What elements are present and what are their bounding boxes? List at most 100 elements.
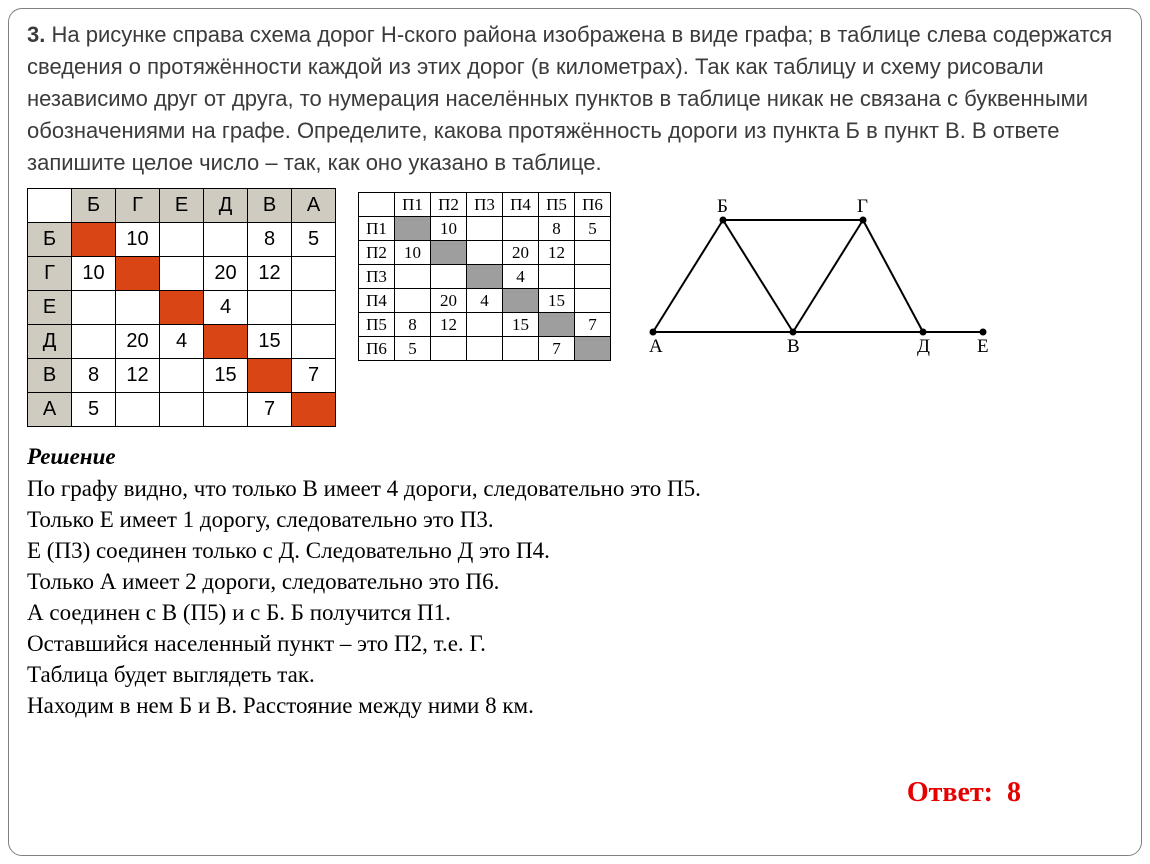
- solution-line: Таблица будет выглядеть так.: [27, 659, 1123, 690]
- table1-cell: [72, 223, 116, 257]
- graph-node-label: Б: [717, 196, 728, 217]
- problem-number: 3.: [27, 22, 45, 47]
- table2-corner: [359, 193, 395, 217]
- graph-svg: АБВГДЕ: [633, 192, 1003, 362]
- table2-cell: [467, 241, 503, 265]
- graph-node: [650, 329, 657, 336]
- table2-cell: 20: [431, 289, 467, 313]
- table2-cell: 8: [539, 217, 575, 241]
- table1-cell: [292, 325, 336, 359]
- table2-cell: 8: [395, 313, 431, 337]
- table2-col-header: П1: [395, 193, 431, 217]
- table1-corner: [28, 189, 72, 223]
- table1-row-header: Д: [28, 325, 72, 359]
- graph-node: [720, 217, 727, 224]
- table1-cell: 10: [116, 223, 160, 257]
- solution-line: А соединен с В (П5) и с Б. Б получится П…: [27, 597, 1123, 628]
- answer-label: Ответ: 8: [907, 777, 1021, 809]
- graph-node: [790, 329, 797, 336]
- table2-cell: [467, 217, 503, 241]
- answer-value: 8: [1007, 777, 1021, 808]
- table1-cell: [292, 291, 336, 325]
- table1-col-header: Г: [116, 189, 160, 223]
- table1-cell: 4: [204, 291, 248, 325]
- distance-table-letters: БГЕДВАБ1085Г102012Е4Д20415В812157А57: [27, 188, 336, 427]
- table2-cell: 4: [503, 265, 539, 289]
- table1-cell: 5: [72, 393, 116, 427]
- table1-col-header: Е: [160, 189, 204, 223]
- graph-node: [980, 329, 987, 336]
- problem-body: На рисунке справа схема дорог Н-ского ра…: [27, 22, 1112, 175]
- table2-cell: [503, 289, 539, 313]
- table1-cell: [72, 291, 116, 325]
- table2-row-header: П4: [359, 289, 395, 313]
- table1-row-header: Г: [28, 257, 72, 291]
- table2-cell: 10: [395, 241, 431, 265]
- solution-title: Решение: [27, 441, 1123, 472]
- table1-cell: 15: [248, 325, 292, 359]
- table1-cell: 20: [204, 257, 248, 291]
- table1-cell: [116, 257, 160, 291]
- graph-edge: [653, 220, 723, 332]
- graph-node-label: Г: [857, 196, 868, 217]
- table2-cell: [503, 337, 539, 361]
- table2-row-header: П5: [359, 313, 395, 337]
- figures-row: БГЕДВАБ1085Г102012Е4Д20415В812157А57 П1П…: [27, 188, 1123, 427]
- table2-cell: [503, 217, 539, 241]
- table1-col-header: Б: [72, 189, 116, 223]
- answer-word: Ответ:: [907, 777, 993, 808]
- table2-cell: [575, 337, 611, 361]
- table2-cell: [575, 241, 611, 265]
- solution-line: Е (П3) соединен только с Д. Следовательн…: [27, 535, 1123, 566]
- table1-cell: [160, 359, 204, 393]
- table1-cell: [248, 291, 292, 325]
- table2-cell: [539, 313, 575, 337]
- table1-row-header: Е: [28, 291, 72, 325]
- table1-cell: [292, 257, 336, 291]
- table2-cell: 4: [467, 289, 503, 313]
- table1-cell: 20: [116, 325, 160, 359]
- table2-col-header: П4: [503, 193, 539, 217]
- table1-cell: [160, 393, 204, 427]
- table2-row-header: П1: [359, 217, 395, 241]
- solution-line: По графу видно, что только В имеет 4 дор…: [27, 473, 1123, 504]
- table1-col-header: В: [248, 189, 292, 223]
- table2-cell: 5: [395, 337, 431, 361]
- table2-cell: [431, 337, 467, 361]
- table2-col-header: П3: [467, 193, 503, 217]
- graph-container: АБВГДЕ: [633, 192, 1003, 362]
- graph-edge: [723, 220, 793, 332]
- problem-statement: 3. На рисунке справа схема дорог Н-ского…: [27, 19, 1123, 178]
- table2-col-header: П5: [539, 193, 575, 217]
- table2-cell: 5: [575, 217, 611, 241]
- table2-col-header: П6: [575, 193, 611, 217]
- table2-cell: [395, 265, 431, 289]
- graph-node-label: В: [787, 336, 800, 357]
- graph-node-label: Е: [977, 336, 989, 357]
- table1-cell: 5: [292, 223, 336, 257]
- table2-cell: 12: [539, 241, 575, 265]
- table2-cell: 7: [539, 337, 575, 361]
- table2-row-header: П2: [359, 241, 395, 265]
- table1-cell: 8: [248, 223, 292, 257]
- table1-row-header: А: [28, 393, 72, 427]
- table2-cell: [575, 289, 611, 313]
- table2-cell: 15: [539, 289, 575, 313]
- table2-cell: [539, 265, 575, 289]
- table1-cell: 12: [116, 359, 160, 393]
- table2-cell: [431, 265, 467, 289]
- table1-cell: [72, 325, 116, 359]
- solution-line: Только Е имеет 1 дорогу, следовательно э…: [27, 504, 1123, 535]
- graph-node-label: А: [649, 336, 663, 357]
- table2-row-header: П3: [359, 265, 395, 289]
- table1-cell: 4: [160, 325, 204, 359]
- solution-block: Решение По графу видно, что только В име…: [27, 441, 1123, 720]
- table1-cell: 12: [248, 257, 292, 291]
- table2-cell: 20: [503, 241, 539, 265]
- table1-row-header: Б: [28, 223, 72, 257]
- table1-row-header: В: [28, 359, 72, 393]
- table1-cell: [204, 393, 248, 427]
- table1-cell: [248, 359, 292, 393]
- solution-line: Оставшийся населенный пункт – это П2, т.…: [27, 628, 1123, 659]
- graph-node: [920, 329, 927, 336]
